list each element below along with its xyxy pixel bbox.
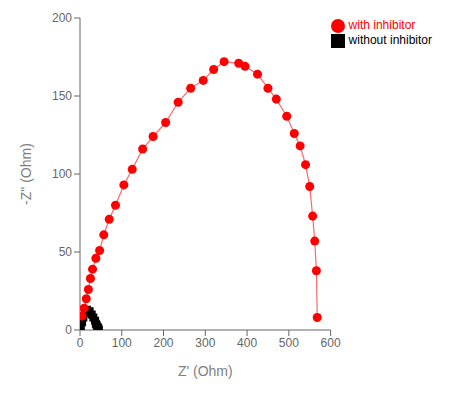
svg-text:300: 300 bbox=[195, 336, 215, 350]
svg-text:150: 150 bbox=[52, 89, 72, 103]
svg-text:0: 0 bbox=[77, 336, 84, 350]
svg-text:0: 0 bbox=[65, 323, 72, 337]
svg-text:50: 50 bbox=[59, 245, 73, 259]
svg-text:200: 200 bbox=[52, 11, 72, 25]
html-text:with inhibitor: with inhibitor bbox=[348, 18, 416, 32]
svg-text:100: 100 bbox=[52, 167, 72, 181]
svg-text:Z' (Ohm): Z' (Ohm) bbox=[178, 363, 233, 379]
html-text:without inhibitor: without inhibitor bbox=[348, 32, 432, 47]
svg-text:500: 500 bbox=[279, 336, 299, 350]
svg-text:200: 200 bbox=[154, 336, 174, 350]
svg-text:600: 600 bbox=[321, 336, 341, 350]
svg-text:100: 100 bbox=[112, 336, 132, 350]
svg-text:-Z" (Ohm): -Z" (Ohm) bbox=[18, 143, 34, 205]
svg-text:400: 400 bbox=[237, 336, 257, 350]
